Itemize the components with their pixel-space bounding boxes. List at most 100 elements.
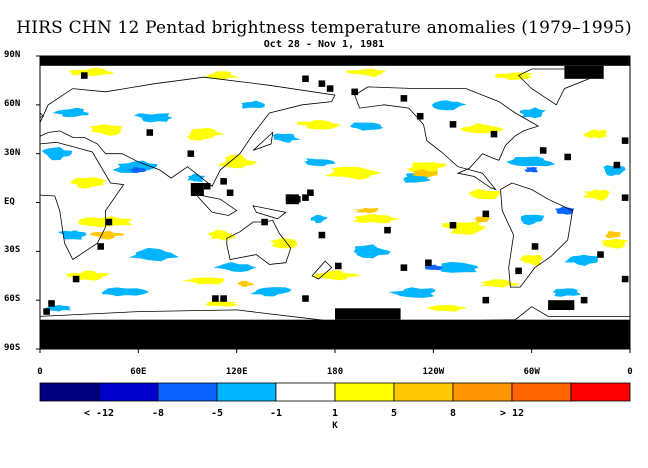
- anomaly-patch: [186, 127, 225, 141]
- missing-data-cell: [564, 153, 571, 161]
- missing-data-cell: [212, 295, 219, 302]
- anomaly-patch: [601, 238, 629, 249]
- anomaly-patch: [313, 270, 361, 281]
- anomaly-patch: [90, 230, 125, 240]
- missing-data-cell: [425, 259, 432, 266]
- anomaly-patch: [57, 230, 87, 240]
- lat-label: EQ: [4, 196, 15, 207]
- missing-data-cell: [621, 275, 629, 283]
- colorbar-tick-label: -8: [151, 408, 165, 419]
- missing-data-cell: [335, 308, 401, 320]
- missing-data-cell: [40, 56, 630, 66]
- colorbar-swatch: [98, 382, 159, 402]
- colorbar-swatch: [570, 382, 631, 402]
- coastline: [194, 193, 238, 216]
- anomaly-field: [41, 67, 629, 312]
- missing-data-cell: [449, 222, 457, 229]
- missing-data-cell: [400, 264, 408, 271]
- colorbar: [39, 382, 631, 402]
- missing-data-cell: [564, 65, 604, 79]
- colorbar-tick-label: 8: [449, 408, 457, 419]
- coastline: [252, 131, 274, 151]
- missing-data-mask: [40, 56, 630, 349]
- lon-label: 0: [627, 367, 633, 377]
- anomaly-patch: [564, 254, 598, 266]
- anomaly-patch: [506, 156, 556, 167]
- anomaly-patch: [217, 154, 258, 169]
- anomaly-patch: [353, 244, 391, 259]
- missing-data-cell: [285, 194, 299, 205]
- missing-data-cell: [416, 113, 424, 120]
- anomaly-patch: [468, 188, 502, 200]
- colorbar-tick-label: 1: [331, 408, 339, 419]
- colorbar-tick-label: < -12: [83, 408, 115, 419]
- lon-label: 120W: [422, 367, 445, 377]
- colorbar-swatch: [216, 382, 277, 402]
- colorbar-swatch: [275, 382, 336, 402]
- coastline: [40, 141, 125, 261]
- coastline: [311, 260, 333, 280]
- missing-data-cell: [318, 80, 326, 87]
- colorbar-swatch: [39, 382, 100, 402]
- missing-data-cell: [400, 95, 408, 102]
- anomaly-patch: [473, 216, 491, 223]
- missing-data-cell: [335, 262, 342, 270]
- missing-data-cell: [548, 300, 575, 310]
- anomaly-patch: [431, 100, 467, 111]
- anomaly-patch: [133, 113, 173, 123]
- missing-data-cell: [48, 300, 55, 307]
- anomaly-patch: [272, 133, 301, 143]
- lat-label: 60S: [4, 294, 21, 305]
- anomaly-patch: [353, 207, 379, 214]
- anomaly-patch: [250, 287, 292, 297]
- anomaly-patch: [407, 162, 446, 172]
- coastline: [40, 76, 336, 187]
- anomaly-patch: [412, 168, 438, 178]
- anomaly-patch: [310, 214, 328, 224]
- missing-data-cell: [220, 178, 227, 185]
- anomaly-patch: [112, 160, 158, 173]
- map-subtitle: Oct 28 - Nov 1, 1981: [263, 39, 385, 50]
- missing-data-cell: [384, 226, 391, 234]
- missing-data-cell: [318, 231, 326, 239]
- missing-data-cell: [580, 296, 588, 304]
- missing-data-cell: [482, 210, 490, 218]
- lon-label: 60W: [523, 367, 540, 377]
- colorbar-unit: K: [332, 421, 338, 431]
- missing-data-cell: [261, 218, 268, 226]
- missing-data-cell: [307, 189, 314, 196]
- anomaly-patch: [241, 100, 265, 109]
- lat-label: 60N: [4, 98, 21, 109]
- anomaly-patch: [128, 166, 147, 174]
- missing-data-cell: [203, 183, 211, 190]
- anomaly-patch: [129, 247, 180, 262]
- coastline: [226, 219, 292, 265]
- anomaly-patch: [459, 123, 504, 134]
- coastline: [500, 182, 574, 288]
- map-frame: [39, 55, 631, 350]
- anomaly-patch: [582, 189, 610, 201]
- anomaly-patch: [345, 68, 388, 77]
- anomaly-patch: [520, 254, 543, 266]
- missing-data-cell: [515, 267, 522, 275]
- colorbar-tick-label: 5: [390, 408, 398, 419]
- anomaly-patch: [303, 158, 336, 167]
- anomaly-patch: [554, 206, 575, 215]
- missing-data-cell: [220, 295, 227, 302]
- lon-label: 120E: [225, 367, 248, 377]
- colorbar-swatch: [157, 382, 218, 402]
- anomaly-patch: [353, 214, 401, 224]
- missing-data-cell: [597, 251, 604, 258]
- anomaly-patch: [441, 221, 486, 235]
- colorbar-swatch: [393, 382, 454, 402]
- missing-data-cell: [302, 75, 309, 82]
- missing-data-cell: [449, 121, 457, 128]
- lat-label: 30N: [4, 147, 21, 158]
- anomaly-patch: [388, 287, 436, 298]
- missing-data-cell: [621, 194, 629, 201]
- anomaly-patch: [181, 277, 225, 285]
- colorbar-swatch: [334, 382, 395, 402]
- anomaly-patch: [297, 120, 341, 130]
- colorbar-swatch: [511, 382, 572, 402]
- anomaly-patch: [186, 173, 206, 183]
